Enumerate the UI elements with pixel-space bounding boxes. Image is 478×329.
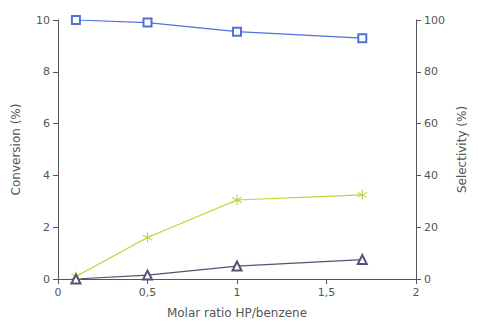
svg-text:0: 0 xyxy=(424,273,431,286)
svg-text:1: 1 xyxy=(234,286,241,299)
svg-text:60: 60 xyxy=(424,117,438,130)
svg-text:0: 0 xyxy=(43,273,50,286)
svg-text:6: 6 xyxy=(43,117,50,130)
svg-text:8: 8 xyxy=(43,65,50,78)
svg-text:4: 4 xyxy=(43,169,50,182)
svg-text:Molar ratio HP/benzene: Molar ratio HP/benzene xyxy=(167,306,307,320)
svg-text:10: 10 xyxy=(36,14,50,27)
svg-text:1,5: 1,5 xyxy=(318,286,336,299)
svg-text:2: 2 xyxy=(43,221,50,234)
svg-text:0,5: 0,5 xyxy=(139,286,157,299)
svg-text:Conversion (%): Conversion (%) xyxy=(9,104,23,196)
svg-text:0: 0 xyxy=(55,286,62,299)
svg-text:2: 2 xyxy=(413,286,420,299)
svg-text:100: 100 xyxy=(424,14,445,27)
svg-text:80: 80 xyxy=(424,65,438,78)
svg-text:Selectivity (%): Selectivity (%) xyxy=(455,106,469,193)
svg-text:20: 20 xyxy=(424,221,438,234)
svg-text:40: 40 xyxy=(424,169,438,182)
